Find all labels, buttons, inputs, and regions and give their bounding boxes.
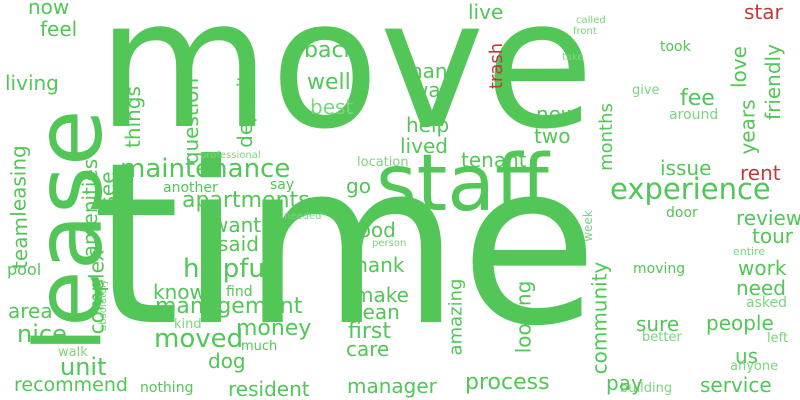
word: best <box>310 95 354 119</box>
word: sure <box>636 312 680 336</box>
word: kind <box>174 317 202 332</box>
word: now <box>28 0 70 19</box>
word: left <box>767 331 789 346</box>
word: amazing <box>445 278 467 356</box>
word: front <box>573 26 597 37</box>
word: make <box>354 283 409 307</box>
word: resident <box>228 377 310 400</box>
word: location <box>357 155 409 170</box>
word: review <box>736 206 800 230</box>
word: anyone <box>730 359 779 374</box>
word: months <box>595 103 617 171</box>
word: manager <box>347 374 437 398</box>
word: building <box>620 381 673 396</box>
word: nice <box>17 320 67 348</box>
word: entire <box>733 245 766 258</box>
word: rent <box>740 161 781 185</box>
word: needed <box>284 211 322 222</box>
word: trash <box>486 42 508 90</box>
word: professional <box>200 150 261 161</box>
word: new <box>536 102 578 126</box>
word: things <box>120 86 145 148</box>
word: walk <box>58 345 88 360</box>
word: said <box>218 232 259 256</box>
word: called <box>576 15 606 26</box>
word: area <box>8 299 53 323</box>
word: nothing <box>140 380 194 396</box>
word: say <box>270 177 295 193</box>
word: helpful <box>183 254 273 284</box>
word: back <box>304 38 357 63</box>
word: question <box>179 77 204 165</box>
word: asked <box>746 295 787 311</box>
word: give <box>632 83 660 98</box>
word: pool <box>7 260 42 279</box>
word: amenities <box>78 158 103 258</box>
word: live <box>468 0 504 24</box>
word: clean <box>346 300 400 324</box>
word: recommend <box>14 374 128 396</box>
word: way <box>412 78 453 102</box>
word: fee <box>680 86 715 111</box>
word: issue <box>660 156 712 180</box>
word: nan <box>410 59 448 83</box>
word: want <box>212 213 262 237</box>
word: good <box>346 218 396 242</box>
word: took <box>660 39 691 55</box>
word: two <box>534 124 571 148</box>
word: door <box>666 205 698 221</box>
word: staff <box>376 139 549 229</box>
word: apartments <box>182 188 310 213</box>
word: living <box>5 71 59 95</box>
word: star <box>744 0 783 24</box>
word: pay <box>606 371 643 395</box>
word: us <box>735 344 759 368</box>
word: better <box>642 330 682 345</box>
word: management <box>155 294 303 319</box>
word: unit <box>60 353 107 381</box>
word: go <box>346 174 371 198</box>
word: find <box>226 284 253 300</box>
word: leasing <box>6 145 31 217</box>
word: service <box>700 373 772 397</box>
word: moved <box>154 324 244 354</box>
word: deposit <box>232 74 257 148</box>
word: people <box>706 311 774 335</box>
word: money <box>236 316 312 341</box>
word: years <box>735 99 760 155</box>
word: first <box>348 319 391 344</box>
word: help <box>406 113 450 137</box>
word: know <box>153 280 206 304</box>
word: move <box>97 0 595 168</box>
word: maintenance <box>120 154 291 184</box>
word: need <box>736 276 786 300</box>
word: around <box>669 107 719 123</box>
word: dog <box>208 349 246 373</box>
word: another <box>163 180 218 196</box>
word: friendly <box>760 44 785 120</box>
word: time <box>92 114 599 375</box>
word: person <box>372 238 407 249</box>
word: well <box>307 70 351 95</box>
word: community <box>587 261 612 375</box>
word: looking <box>511 280 536 354</box>
word: feel <box>40 17 78 41</box>
word: much <box>241 339 278 354</box>
word: tenant <box>461 148 527 172</box>
word: moving <box>633 261 686 277</box>
word: experience <box>610 172 771 206</box>
word: care <box>346 337 390 361</box>
word: work <box>738 256 787 280</box>
word: love <box>726 46 751 88</box>
word: tour <box>752 224 793 248</box>
word: Thank <box>343 253 405 277</box>
word: week <box>580 210 595 242</box>
word: lived <box>400 134 448 158</box>
word: take <box>562 52 584 63</box>
word: process <box>465 370 550 395</box>
word: complex <box>84 249 109 335</box>
